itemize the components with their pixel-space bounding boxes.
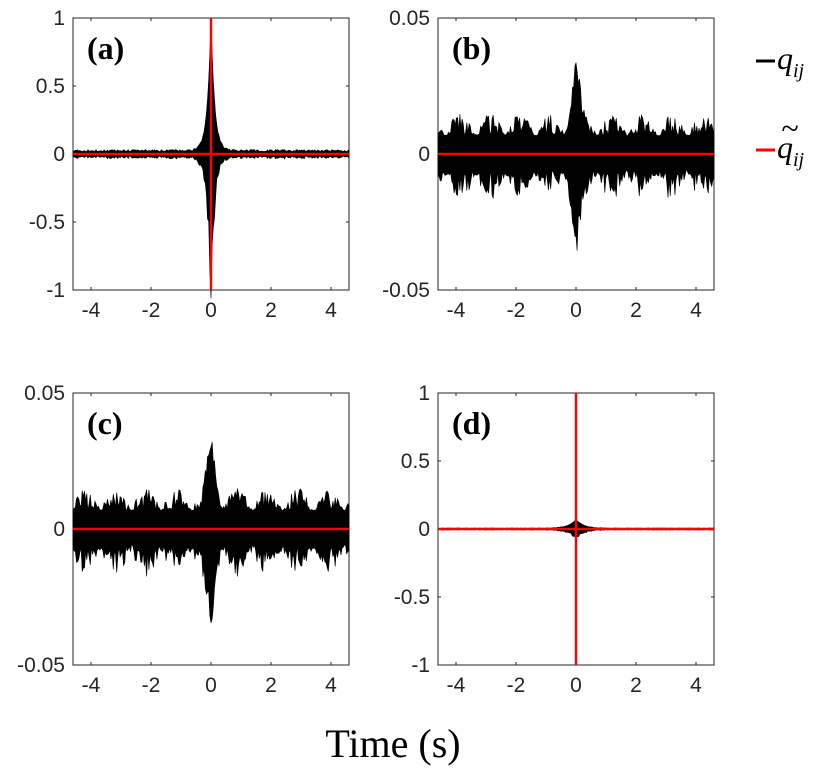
y-tick-label: -1: [46, 279, 65, 302]
x-tick-label: -4: [82, 674, 101, 697]
y-tick-label: 0.05: [24, 382, 65, 405]
legend-accent-tilde: ~: [781, 110, 798, 146]
x-tick-label: 2: [630, 674, 642, 697]
panels: -4 -2 0 2 4 1 0.5 0 -0.5 -1 (a) -4 -2 0 2 4 0.05 0 -0.05 (b…: [17, 7, 715, 697]
panel-c: -4 -2 0 2 4 0.05 0 -0.05 (c): [17, 382, 350, 697]
x-tick-label: 2: [630, 299, 642, 322]
y-tick-label: -0.05: [382, 279, 430, 302]
y-tick-label: 1: [418, 382, 430, 405]
y-tick-label: 0.5: [401, 450, 430, 473]
y-tick-label: -0.5: [29, 211, 65, 234]
y-tick-label: 0: [418, 143, 430, 166]
panel-a: -4 -2 0 2 4 1 0.5 0 -0.5 -1 (a): [29, 7, 350, 322]
y-tick-label: 1: [53, 7, 65, 30]
panel-b: -4 -2 0 2 4 0.05 0 -0.05 (b): [382, 7, 715, 322]
y-tick-label: 0: [53, 518, 65, 541]
panel-label: (c): [87, 405, 123, 441]
panel-label: (b): [452, 30, 491, 66]
x-tick-label: -2: [507, 674, 526, 697]
y-tick-label: 0.5: [36, 75, 65, 98]
x-tick-label: -2: [142, 674, 161, 697]
y-tick-label: -0.05: [17, 654, 65, 677]
x-tick-label: 4: [325, 674, 337, 697]
legend-symbol-q: qij: [777, 40, 805, 82]
legend-entry-q: qij: [756, 40, 805, 82]
x-tick-label: 2: [265, 674, 277, 697]
panel-d: -4 -2 0 2 4 1 0.5 0 -0.5 -1 (d): [394, 382, 715, 697]
y-tick-label: 0: [418, 518, 430, 541]
x-tick-label: 0: [570, 299, 582, 322]
series-q-envelope: [437, 62, 715, 251]
x-tick-label: 2: [265, 299, 277, 322]
panel-label: (a): [87, 30, 124, 66]
legend: qij ~ qij: [756, 40, 805, 171]
x-tick-label: 4: [690, 299, 702, 322]
x-axis-label: Time (s): [325, 721, 460, 766]
x-tick-label: 0: [205, 299, 217, 322]
y-tick-label: 0.05: [389, 7, 430, 30]
series-q-envelope: [72, 441, 350, 624]
x-tick-label: -2: [507, 299, 526, 322]
y-tick-label: -0.5: [394, 586, 430, 609]
legend-entry-q-tilde: ~ qij: [756, 110, 805, 171]
x-tick-label: -4: [447, 674, 466, 697]
x-tick-label: -2: [142, 299, 161, 322]
x-tick-label: 0: [205, 674, 217, 697]
x-tick-label: 4: [325, 299, 337, 322]
x-tick-label: 0: [570, 674, 582, 697]
legend-symbol-q-tilde: qij: [777, 129, 805, 171]
y-tick-label: -1: [411, 654, 430, 677]
x-tick-label: -4: [82, 299, 101, 322]
x-tick-label: 4: [690, 674, 702, 697]
y-tick-label: 0: [53, 143, 65, 166]
panel-label: (d): [452, 405, 491, 441]
x-tick-label: -4: [447, 299, 466, 322]
